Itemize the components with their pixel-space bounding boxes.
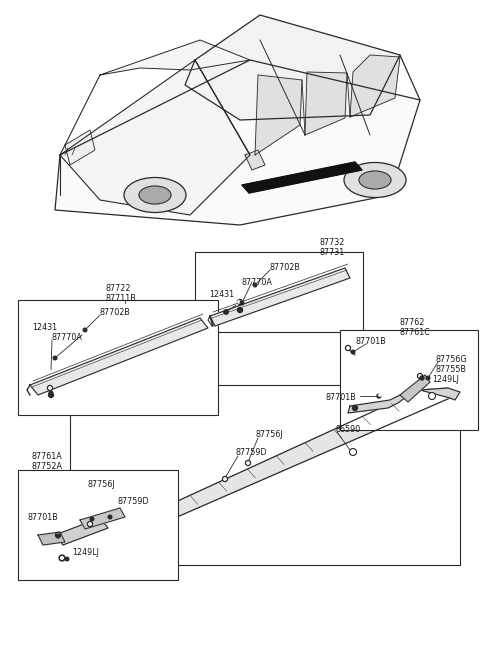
Circle shape bbox=[238, 299, 242, 305]
Circle shape bbox=[240, 301, 244, 305]
Polygon shape bbox=[305, 72, 347, 135]
Text: 87755B: 87755B bbox=[435, 365, 466, 374]
Text: 12431: 12431 bbox=[209, 290, 234, 299]
Bar bbox=[195, 252, 363, 332]
Text: 87770A: 87770A bbox=[241, 278, 272, 287]
Circle shape bbox=[419, 375, 421, 377]
Circle shape bbox=[65, 557, 69, 561]
Polygon shape bbox=[38, 532, 65, 545]
Polygon shape bbox=[60, 60, 250, 215]
Ellipse shape bbox=[359, 171, 391, 189]
Circle shape bbox=[49, 387, 51, 389]
Text: 87701B: 87701B bbox=[355, 337, 386, 346]
Circle shape bbox=[48, 386, 52, 390]
Ellipse shape bbox=[139, 186, 171, 204]
Circle shape bbox=[238, 307, 242, 312]
Text: 87756J: 87756J bbox=[255, 430, 283, 439]
Polygon shape bbox=[350, 55, 400, 117]
Text: 87756G: 87756G bbox=[435, 355, 467, 364]
Circle shape bbox=[426, 376, 430, 380]
Circle shape bbox=[247, 462, 249, 464]
Ellipse shape bbox=[124, 178, 186, 212]
Text: 87762: 87762 bbox=[400, 318, 425, 327]
Text: 1249LJ: 1249LJ bbox=[432, 375, 459, 384]
Circle shape bbox=[418, 373, 422, 379]
Bar bbox=[340, 330, 478, 430]
Circle shape bbox=[377, 394, 381, 398]
Text: 87702B: 87702B bbox=[100, 308, 131, 317]
Circle shape bbox=[87, 521, 93, 527]
Text: 87761C: 87761C bbox=[400, 328, 431, 337]
Text: 86590: 86590 bbox=[335, 425, 360, 434]
Circle shape bbox=[224, 477, 226, 480]
Circle shape bbox=[60, 557, 63, 559]
Circle shape bbox=[57, 534, 59, 536]
Bar bbox=[18, 300, 218, 415]
Text: 87761A: 87761A bbox=[32, 452, 63, 461]
Polygon shape bbox=[255, 75, 302, 155]
Circle shape bbox=[238, 301, 240, 303]
Polygon shape bbox=[30, 318, 208, 395]
Circle shape bbox=[83, 328, 87, 332]
Circle shape bbox=[48, 392, 53, 398]
Text: 87732: 87732 bbox=[320, 238, 346, 247]
Circle shape bbox=[347, 346, 349, 349]
Circle shape bbox=[346, 345, 350, 350]
Polygon shape bbox=[60, 545, 83, 560]
Text: 87701B: 87701B bbox=[325, 393, 356, 402]
Ellipse shape bbox=[344, 162, 406, 198]
Polygon shape bbox=[348, 380, 420, 413]
Text: 87702B: 87702B bbox=[270, 263, 301, 272]
Polygon shape bbox=[65, 130, 95, 165]
Text: 87731: 87731 bbox=[320, 248, 345, 257]
Circle shape bbox=[351, 350, 355, 354]
Circle shape bbox=[108, 515, 112, 519]
Circle shape bbox=[224, 310, 228, 314]
Text: 87759D: 87759D bbox=[235, 448, 266, 457]
Polygon shape bbox=[210, 268, 350, 326]
Polygon shape bbox=[242, 162, 362, 193]
Circle shape bbox=[253, 283, 257, 287]
Text: 87701B: 87701B bbox=[28, 513, 59, 522]
Circle shape bbox=[59, 555, 65, 561]
Circle shape bbox=[420, 376, 424, 380]
Text: 87711B: 87711B bbox=[105, 294, 136, 303]
Circle shape bbox=[349, 449, 357, 455]
Polygon shape bbox=[245, 150, 265, 170]
Text: 87759D: 87759D bbox=[118, 497, 150, 506]
Polygon shape bbox=[400, 375, 430, 402]
Text: 1249LJ: 1249LJ bbox=[72, 548, 99, 557]
Circle shape bbox=[56, 533, 60, 538]
Circle shape bbox=[89, 523, 91, 525]
Polygon shape bbox=[55, 518, 108, 545]
Circle shape bbox=[352, 405, 358, 411]
Circle shape bbox=[49, 391, 53, 395]
Text: 12431: 12431 bbox=[32, 323, 57, 332]
Polygon shape bbox=[55, 60, 420, 225]
Polygon shape bbox=[420, 388, 460, 400]
Circle shape bbox=[56, 534, 60, 538]
Polygon shape bbox=[80, 508, 125, 529]
Circle shape bbox=[90, 517, 94, 521]
Circle shape bbox=[223, 476, 228, 481]
Circle shape bbox=[53, 356, 57, 360]
Text: 87770A: 87770A bbox=[52, 333, 83, 342]
Text: 87756J: 87756J bbox=[88, 480, 116, 489]
Polygon shape bbox=[75, 388, 450, 558]
Polygon shape bbox=[185, 15, 400, 120]
Bar bbox=[18, 470, 178, 580]
Circle shape bbox=[429, 392, 435, 400]
Circle shape bbox=[245, 460, 251, 466]
Text: 87752A: 87752A bbox=[32, 462, 63, 471]
Polygon shape bbox=[100, 40, 250, 75]
Bar bbox=[70, 385, 460, 565]
Text: 87722: 87722 bbox=[105, 284, 131, 293]
Circle shape bbox=[379, 394, 381, 396]
